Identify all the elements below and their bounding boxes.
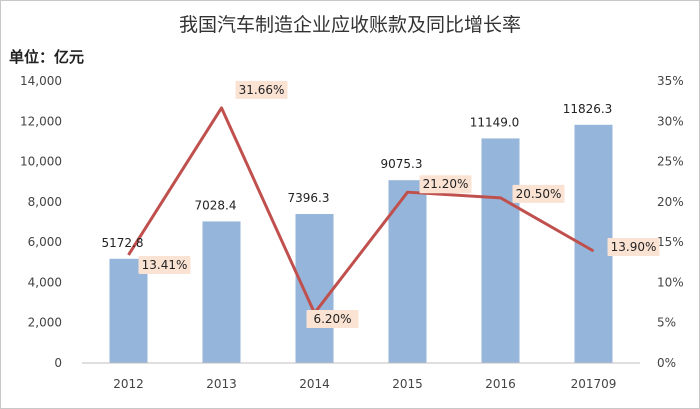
x-tick-label: 2014 bbox=[299, 377, 330, 391]
right-y-tick-label: 35% bbox=[657, 74, 684, 88]
bar-value-label: 7396.3 bbox=[288, 191, 330, 205]
bar-value-label: 7028.4 bbox=[195, 198, 237, 212]
line-value-text: 20.50% bbox=[516, 187, 562, 201]
right-y-tick-label: 25% bbox=[657, 155, 684, 169]
line-value-label: 31.66% bbox=[235, 80, 288, 99]
left-y-tick-label: 14,000 bbox=[20, 74, 62, 88]
bar-series bbox=[109, 124, 613, 363]
x-tick-label: 201709 bbox=[571, 377, 617, 391]
x-tick-label: 2015 bbox=[392, 377, 423, 391]
line-value-badge bbox=[138, 255, 191, 274]
bar-value-label: 11826.3 bbox=[563, 102, 613, 116]
right-y-tick-label: 15% bbox=[657, 235, 684, 249]
right-y-tick-label: 0% bbox=[657, 356, 676, 370]
right-y-tick-label: 10% bbox=[657, 275, 684, 289]
right-y-axis: 0% 5% 10% 15% 20% 25% 30% 35% bbox=[657, 74, 684, 370]
x-tick-label: 2016 bbox=[485, 377, 516, 391]
bar bbox=[481, 138, 520, 363]
line-value-badge bbox=[419, 175, 472, 194]
line-value-label: 13.41% bbox=[138, 255, 191, 274]
line-value-label: 21.20% bbox=[419, 175, 472, 194]
left-y-tick-label: 10,000 bbox=[20, 155, 62, 169]
line-value-label: 6.20% bbox=[306, 310, 359, 329]
bar-value-label: 9075.3 bbox=[381, 157, 423, 171]
x-axis: 2012 2013 2014 2015 2016 201709 bbox=[82, 362, 640, 391]
left-y-tick-label: 4,000 bbox=[28, 275, 62, 289]
right-y-tick-label: 5% bbox=[657, 316, 676, 330]
left-y-tick-label: 8,000 bbox=[28, 195, 62, 209]
x-tick-label: 2013 bbox=[206, 377, 237, 391]
unit-label: 单位：亿元 bbox=[9, 48, 85, 66]
left-y-tick-label: 2,000 bbox=[28, 316, 62, 330]
line-value-text: 13.90% bbox=[611, 240, 657, 254]
left-y-axis: 0 2,000 4,000 6,000 8,000 10,000 12,000 14,000 bbox=[20, 74, 62, 370]
left-y-tick-label: 12,000 bbox=[20, 114, 62, 128]
line-value-badge bbox=[607, 238, 660, 257]
x-tick-label: 2012 bbox=[113, 377, 144, 391]
growth-rate-line bbox=[127, 106, 595, 315]
line-value-text: 31.66% bbox=[239, 83, 285, 97]
line-value-badge bbox=[306, 310, 359, 329]
line-value-labels: 13.41% 31.66% 6.20% 21.20% 20.50% 13.90% bbox=[138, 80, 660, 329]
line-series bbox=[127, 106, 595, 315]
line-value-text: 21.20% bbox=[423, 177, 469, 191]
bar-value-labels: 5172.8 7028.4 7396.3 9075.3 11149.0 11826.3 bbox=[102, 102, 613, 250]
bar-value-label: 5172.8 bbox=[102, 236, 144, 250]
right-y-tick-label: 30% bbox=[657, 114, 684, 128]
right-y-tick-label: 20% bbox=[657, 195, 684, 209]
line-value-text: 13.41% bbox=[142, 258, 188, 272]
bar bbox=[109, 258, 148, 363]
bar-value-label: 11149.0 bbox=[470, 115, 520, 129]
bar bbox=[295, 214, 334, 363]
left-y-tick-label: 6,000 bbox=[28, 235, 62, 249]
chart-title: 我国汽车制造企业应收账款及同比增长率 bbox=[178, 14, 521, 36]
line-value-badge bbox=[235, 80, 288, 99]
left-y-tick-label: 0 bbox=[54, 356, 62, 370]
line-value-text: 6.20% bbox=[313, 312, 351, 326]
bar bbox=[202, 221, 241, 363]
line-value-badge bbox=[512, 184, 565, 203]
line-value-label: 20.50% bbox=[512, 184, 565, 203]
line-value-label: 13.90% bbox=[607, 238, 660, 257]
